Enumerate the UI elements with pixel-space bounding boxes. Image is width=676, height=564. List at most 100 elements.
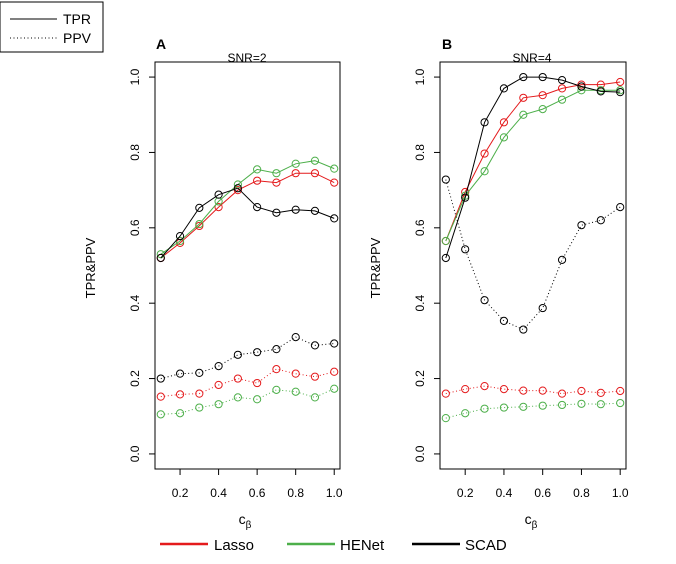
panel-a-scad-tpr-point xyxy=(233,184,242,193)
lasso-legend-label: Lasso xyxy=(214,537,254,554)
panel-a-scad-ppv-point xyxy=(330,339,339,348)
panel-b-xlabel: cβ xyxy=(525,511,538,531)
panel-a-label: A xyxy=(156,36,166,52)
panel-b-henet-ppv-line xyxy=(445,402,621,419)
panel-a-y-tick-label: 0.6 xyxy=(128,219,142,236)
panel-a-lasso-ppv-point xyxy=(330,367,339,376)
panel-a-lasso-tpr-point xyxy=(214,202,223,212)
panel-a-x-tick-label: 0.4 xyxy=(210,486,227,500)
panel-b-henet-tpr-point xyxy=(499,133,509,142)
panel-b-henet-ppv-point xyxy=(519,402,528,411)
panel-a-lasso-tpr-point xyxy=(272,178,281,187)
panel-b-lasso-tpr-point xyxy=(616,77,625,87)
panel-b-scad-tpr-point xyxy=(499,84,509,93)
panel-a-henet-ppv-point xyxy=(214,400,223,409)
panel-b-ylabel: TPR&PPV xyxy=(368,237,383,298)
panel-a-lasso-ppv-point xyxy=(233,374,242,383)
panel-b-scad-ppv-point xyxy=(616,202,625,212)
line-style-legend: TPR PPV xyxy=(0,1,104,53)
panel-b-scad-tpr-point xyxy=(557,75,567,85)
panel-a-scad-ppv-point xyxy=(233,350,242,359)
panel-b-henet-tpr-point xyxy=(441,236,450,246)
panel-b-lasso-tpr-point xyxy=(499,118,509,127)
panel-b-henet-ppv-point xyxy=(499,403,509,412)
panel-b-lasso-ppv-point xyxy=(499,385,509,394)
panel-a: A SNR=2 TPR&PPV cβ 0.0 0.2 0.4 0.6 0.8 1.0 0.2… xyxy=(83,36,343,531)
panel-b-henet-ppv-point xyxy=(616,398,625,408)
panel-b-henet-ppv-point xyxy=(480,404,489,413)
panel-a-xlabel-main: c xyxy=(239,511,246,527)
panel-a-scad-ppv-point xyxy=(175,369,185,378)
tpr-legend-label: TPR xyxy=(63,11,91,27)
panel-b-scad-ppv-point xyxy=(596,216,605,225)
panel-a-lasso-ppv-line xyxy=(160,368,335,398)
method-legend: Lasso HENet SCAD xyxy=(160,537,507,554)
panel-a-lasso-tpr-point xyxy=(330,178,339,187)
panel-b-y-tick-label: 0.0 xyxy=(413,445,427,462)
panel-a-title: SNR=2 xyxy=(227,51,266,65)
panel-a-scad-tpr-point xyxy=(272,208,281,217)
panel-a-henet-ppv-line xyxy=(160,388,335,415)
panel-b-x-tick-label: 1.0 xyxy=(612,486,629,500)
panel-a-scad-ppv-point xyxy=(214,362,223,371)
panel-b-y-tick-label: 0.4 xyxy=(413,295,427,312)
panel-a-y-tick-label: 0.2 xyxy=(128,370,142,387)
panel-b-scad-tpr-point xyxy=(577,82,586,91)
panel-b-title: SNR=4 xyxy=(512,51,551,65)
panel-b-henet-ppv-point xyxy=(596,400,605,409)
panel-a-henet-ppv-point xyxy=(330,384,339,393)
panel-b-label: B xyxy=(442,36,452,52)
panel-b-henet-tpr-point xyxy=(557,95,567,104)
panel-b-lasso-tpr-point xyxy=(557,84,567,93)
panel-a-lasso-ppv-point xyxy=(214,380,223,390)
panel-b-scad-ppv-point xyxy=(538,303,547,313)
panel-a-x-tick-label: 0.6 xyxy=(249,486,266,500)
scad-legend-label: SCAD xyxy=(465,537,507,554)
panel-a-henet-ppv-point xyxy=(272,385,281,394)
panel-a-lasso-ppv-point xyxy=(310,372,320,381)
panel-a-henet-tpr-point xyxy=(253,165,262,174)
panel-a-henet-ppv-point xyxy=(291,387,300,396)
panel-a-henet-ppv-point xyxy=(156,410,165,419)
panel-a-y-tick-label: 0.4 xyxy=(128,295,142,312)
panel-b: B SNR=4 TPR&PPV cβ 0.0 0.2 0.4 0.6 0.8 1.0 0.2… xyxy=(368,36,629,531)
panel-b-scad-tpr-point xyxy=(616,88,625,97)
panel-a-henet-tpr-point xyxy=(195,219,204,229)
panel-a-henet-tpr-point xyxy=(291,159,300,168)
panel-b-y-tick-label: 0.2 xyxy=(413,370,427,387)
panel-a-scad-ppv-point xyxy=(156,374,165,383)
panel-a-plot: 0.0 0.2 0.4 0.6 0.8 1.0 0.2 0.4 0.6 0.8 1.0 xyxy=(128,61,343,500)
panel-a-x-tick-label: 0.2 xyxy=(172,486,189,500)
panel-b-henet-ppv-point xyxy=(538,401,547,410)
panel-b-lasso-tpr-line xyxy=(445,81,621,242)
panel-a-scad-tpr-point xyxy=(175,232,185,241)
panel-a-scad-ppv-line xyxy=(160,336,335,380)
panel-b-lasso-tpr-point xyxy=(538,91,547,100)
panel-b-scad-tpr-point xyxy=(441,253,450,263)
panel-b-y-tick-label: 0.6 xyxy=(413,219,427,236)
panel-b-lasso-ppv-point xyxy=(596,388,605,397)
panel-b-henet-tpr-point xyxy=(480,167,489,176)
panel-b-x-tick-label: 0.4 xyxy=(496,486,513,500)
panel-b-henet-tpr-line xyxy=(445,89,621,242)
panel-b-scad-tpr-line xyxy=(445,76,621,259)
line-style-legend-box xyxy=(0,1,104,53)
panel-a-scad-ppv-point xyxy=(195,368,204,378)
panel-b-scad-ppv-point xyxy=(577,221,586,230)
panel-a-henet-ppv-point xyxy=(310,393,320,402)
panel-a-scad-ppv-point xyxy=(310,341,320,350)
panel-a-frame xyxy=(154,61,341,470)
panel-a-scad-tpr-point xyxy=(310,206,320,215)
panel-a-lasso-tpr-line xyxy=(160,172,335,259)
panel-a-lasso-tpr-point xyxy=(253,176,262,185)
panel-a-lasso-ppv-point xyxy=(253,378,262,388)
panel-b-lasso-ppv-point xyxy=(557,389,567,398)
panel-a-henet-ppv-point xyxy=(233,393,242,402)
panel-b-scad-tpr-point xyxy=(480,118,489,127)
panel-a-henet-tpr-point xyxy=(175,236,185,246)
panel-a-y-tick-label: 0.0 xyxy=(128,445,142,462)
panel-a-lasso-ppv-point xyxy=(195,389,204,398)
panel-b-henet-ppv-point xyxy=(577,399,586,408)
panel-a-lasso-ppv-point xyxy=(175,390,185,399)
